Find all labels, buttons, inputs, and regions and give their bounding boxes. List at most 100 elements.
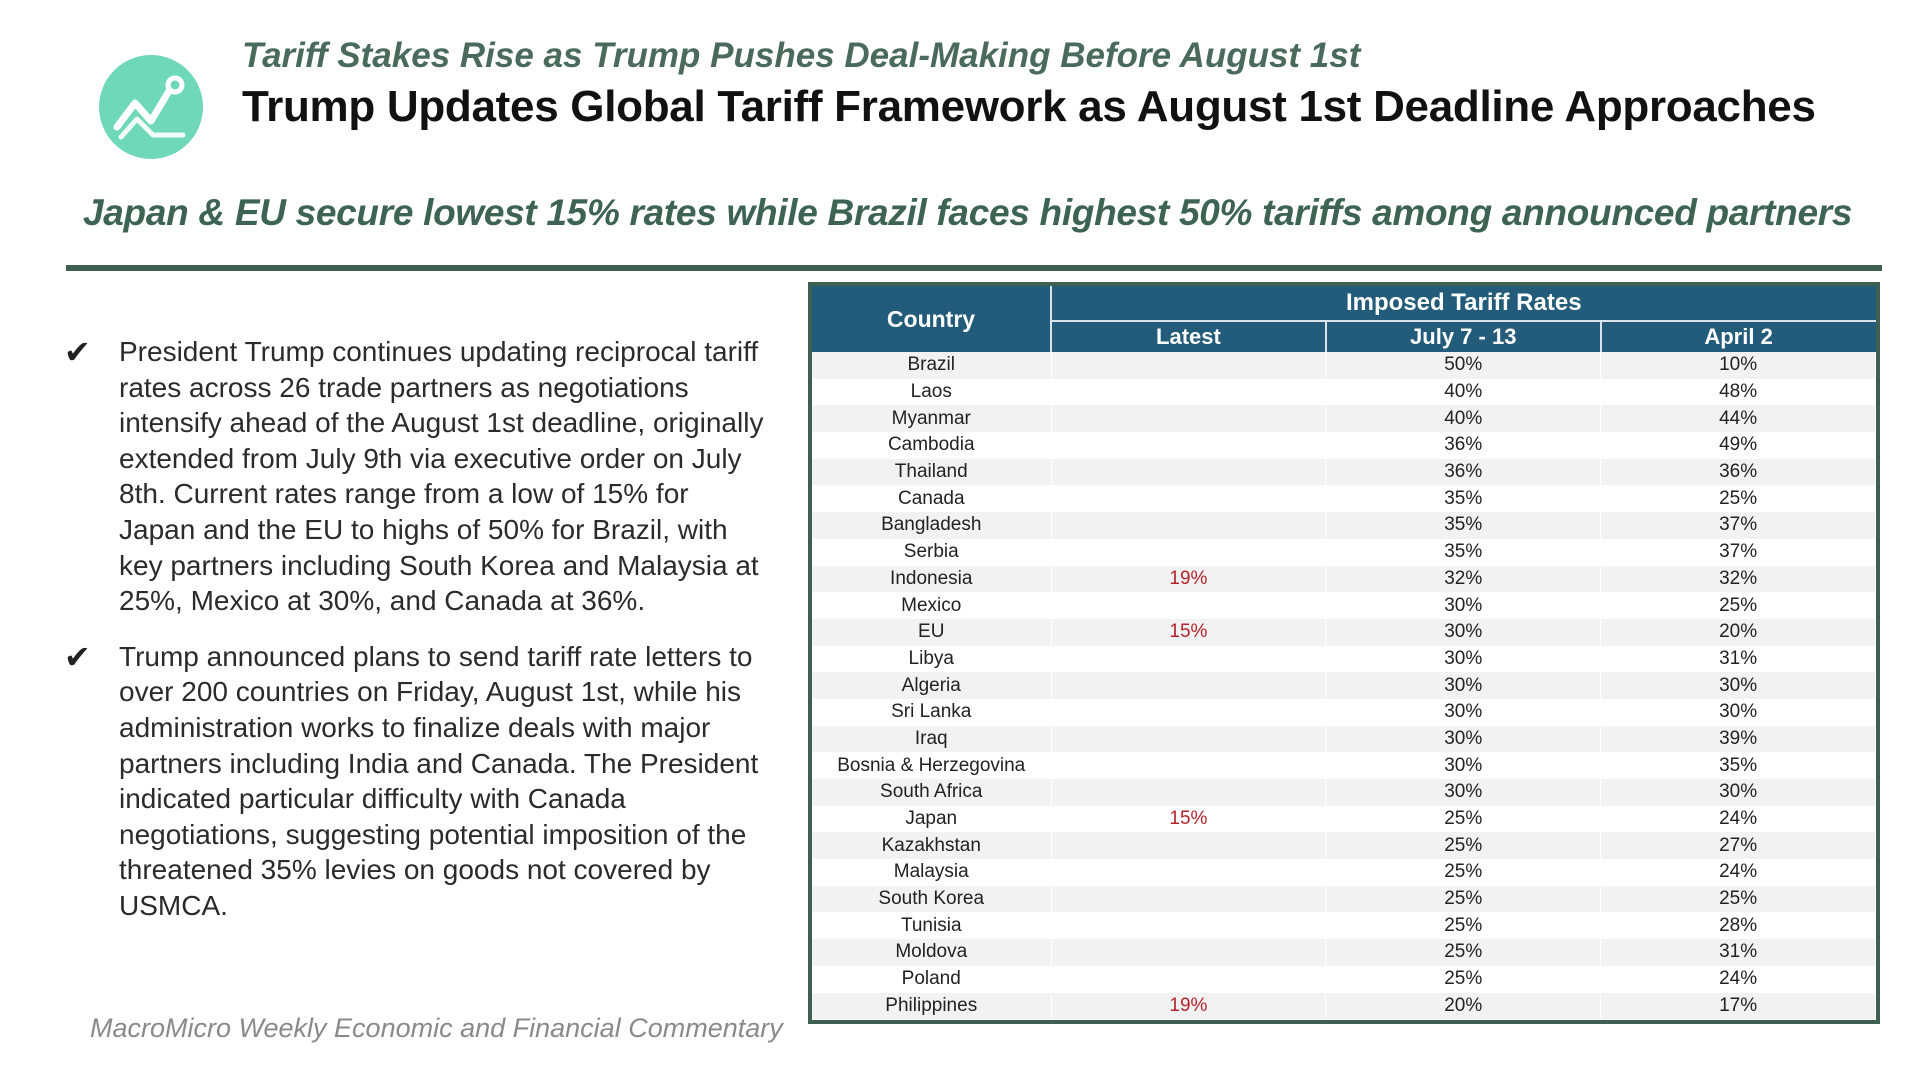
latest-rate-cell — [1051, 592, 1327, 619]
latest-rate-cell — [1051, 832, 1327, 860]
april-rate-cell: 10% — [1600, 352, 1876, 379]
table-row: Bosnia & Herzegovina 30% 35% — [812, 752, 1876, 779]
table-row: Thailand 36% 36% — [812, 458, 1876, 486]
divider-rule — [66, 265, 1882, 271]
latest-rate-cell — [1051, 485, 1327, 513]
table-row: South Africa 30% 30% — [812, 779, 1876, 806]
bullet-item: ✔ President Trump continues updating rec… — [64, 334, 764, 619]
column-header-latest: Latest — [1051, 321, 1327, 352]
country-cell: Thailand — [812, 458, 1052, 486]
table-row: Malaysia 25% 24% — [812, 859, 1876, 886]
april-rate-cell: 37% — [1600, 538, 1876, 566]
latest-rate-cell — [1051, 458, 1327, 486]
trend-line-chart-icon — [113, 75, 186, 140]
latest-rate-cell — [1051, 779, 1327, 806]
table-row: Mexico 30% 25% — [812, 592, 1876, 619]
latest-rate-cell — [1051, 912, 1327, 940]
country-cell: Kazakhstan — [812, 832, 1052, 860]
country-cell: Cambodia — [812, 432, 1052, 459]
latest-rate-cell — [1051, 512, 1327, 539]
checkmark-icon: ✔ — [64, 638, 91, 675]
table-row: Kazakhstan 25% 27% — [812, 832, 1876, 860]
latest-rate-cell — [1051, 725, 1327, 753]
april-rate-cell: 30% — [1600, 698, 1876, 726]
april-rate-cell: 30% — [1600, 779, 1876, 806]
july-rate-cell: 30% — [1325, 725, 1602, 753]
july-rate-cell: 36% — [1325, 458, 1602, 486]
july-rate-cell: 30% — [1325, 618, 1602, 646]
july-rate-cell: 30% — [1325, 592, 1602, 619]
table-row: Iraq 30% 39% — [812, 725, 1876, 753]
table-row: Libya 30% 31% — [812, 645, 1876, 673]
table-row: Poland 25% 24% — [812, 965, 1876, 993]
table-body: Brazil 50% 10% Laos 40% 48% Myanmar 40% 44% Cambo… — [812, 352, 1876, 1020]
latest-rate-cell: 15% — [1051, 618, 1327, 646]
latest-rate-cell — [1051, 752, 1327, 779]
logo — [99, 55, 203, 159]
bullet-list: ✔ President Trump continues updating rec… — [64, 334, 764, 944]
country-cell: Brazil — [812, 352, 1052, 379]
latest-rate-cell — [1051, 698, 1327, 726]
table-row: Algeria 30% 30% — [812, 672, 1876, 699]
april-rate-cell: 32% — [1600, 565, 1876, 593]
latest-rate-cell — [1051, 965, 1327, 993]
column-group-header: Imposed Tariff Rates — [1051, 286, 1876, 322]
table-row: Cambodia 36% 49% — [812, 432, 1876, 459]
april-rate-cell: 36% — [1600, 458, 1876, 486]
column-header-april: April 2 — [1600, 321, 1876, 352]
april-rate-cell: 31% — [1600, 645, 1876, 673]
july-rate-cell: 30% — [1325, 779, 1602, 806]
april-rate-cell: 17% — [1600, 992, 1876, 1020]
page-title: Trump Updates Global Tariff Framework as… — [242, 82, 1816, 131]
country-cell: Canada — [812, 485, 1052, 513]
july-rate-cell: 50% — [1325, 352, 1602, 379]
april-rate-cell: 48% — [1600, 378, 1876, 406]
july-rate-cell: 36% — [1325, 432, 1602, 459]
april-rate-cell: 44% — [1600, 405, 1876, 433]
table-row: Myanmar 40% 44% — [812, 405, 1876, 433]
country-cell: EU — [812, 618, 1052, 646]
table-row: Serbia 35% 37% — [812, 538, 1876, 566]
latest-rate-cell: 19% — [1051, 992, 1327, 1020]
july-rate-cell: 20% — [1325, 992, 1602, 1020]
july-rate-cell: 40% — [1325, 378, 1602, 406]
latest-rate-cell — [1051, 885, 1327, 913]
country-cell: Bangladesh — [812, 512, 1052, 539]
july-rate-cell: 25% — [1325, 832, 1602, 860]
tariff-table: Country Imposed Tariff Rates Latest July… — [808, 282, 1880, 1024]
april-rate-cell: 28% — [1600, 912, 1876, 940]
latest-rate-cell — [1051, 645, 1327, 673]
table-row: Canada 35% 25% — [812, 485, 1876, 513]
table-row: Sri Lanka 30% 30% — [812, 698, 1876, 726]
latest-rate-cell — [1051, 352, 1327, 379]
column-header-july: July 7 - 13 — [1325, 321, 1602, 352]
country-cell: Bosnia & Herzegovina — [812, 752, 1052, 779]
country-cell: Moldova — [812, 939, 1052, 966]
july-rate-cell: 30% — [1325, 672, 1602, 699]
latest-rate-cell — [1051, 939, 1327, 966]
table-row: Bangladesh 35% 37% — [812, 512, 1876, 539]
april-rate-cell: 35% — [1600, 752, 1876, 779]
july-rate-cell: 25% — [1325, 912, 1602, 940]
april-rate-cell: 25% — [1600, 592, 1876, 619]
table-row: Philippines 19% 20% 17% — [812, 992, 1876, 1020]
latest-rate-cell — [1051, 538, 1327, 566]
table-row: Indonesia 19% 32% 32% — [812, 565, 1876, 593]
july-rate-cell: 35% — [1325, 512, 1602, 539]
country-cell: Libya — [812, 645, 1052, 673]
april-rate-cell: 25% — [1600, 885, 1876, 913]
april-rate-cell: 24% — [1600, 805, 1876, 833]
country-cell: Philippines — [812, 992, 1052, 1020]
april-rate-cell: 25% — [1600, 485, 1876, 513]
april-rate-cell: 31% — [1600, 939, 1876, 966]
july-rate-cell: 25% — [1325, 965, 1602, 993]
country-cell: Indonesia — [812, 565, 1052, 593]
july-rate-cell: 32% — [1325, 565, 1602, 593]
bullet-item: ✔ Trump announced plans to send tariff r… — [64, 639, 764, 924]
april-rate-cell: 39% — [1600, 725, 1876, 753]
latest-rate-cell: 15% — [1051, 805, 1327, 833]
latest-rate-cell — [1051, 859, 1327, 886]
table-row: EU 15% 30% 20% — [812, 618, 1876, 646]
bullet-text: President Trump continues updating recip… — [119, 336, 764, 617]
april-rate-cell: 49% — [1600, 432, 1876, 459]
